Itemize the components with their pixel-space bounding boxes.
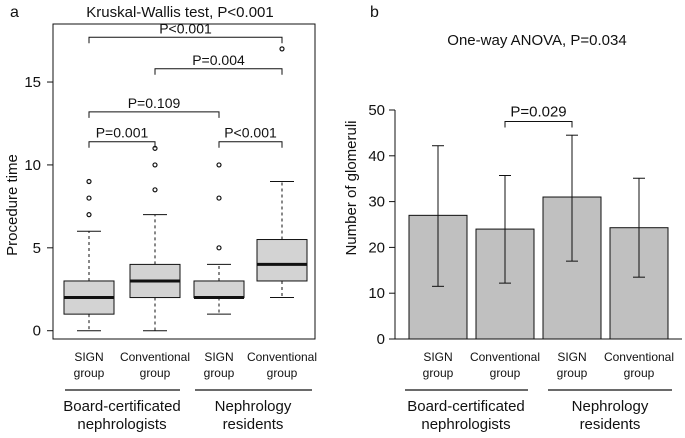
panel-a-title: Kruskal-Wallis test, P<0.001 (86, 4, 273, 21)
panel-b-group-label-residents-line1: Nephrology (572, 398, 649, 415)
panel-b-group-label-board-line2: nephrologists (421, 416, 510, 433)
box-0-outlier-0 (86, 212, 92, 218)
panel-b-comparison-label-0: P=0.029 (510, 103, 566, 120)
box-3-outlier-0 (279, 46, 285, 52)
panel-b-x-tick-labels: SIGN group Conventional group SIGN group Conve… (423, 350, 674, 380)
panel-a: a Kruskal-Wallis test, P<0.001 Procedure… (4, 4, 317, 433)
panel-b-group-label-residents-line2: residents (580, 416, 641, 433)
box-1-outlier-1 (152, 162, 158, 168)
panel-a-y-axis-label: Procedure time (4, 154, 21, 256)
panel-b-group-label-board-line1: Board-certificated (407, 398, 525, 415)
panel-a-x-tick-label-1-line1: Conventional (120, 350, 190, 364)
box-2-outlier-2 (216, 162, 222, 168)
panel-a-comparison-bracket-4 (88, 36, 283, 44)
panel-b-y-tick-label-2: 20 (368, 239, 385, 256)
panel-a-y-axis: 0 5 10 15 (24, 74, 53, 340)
panel-a-x-tick-label-0-line1: SIGN (74, 350, 103, 364)
panel-b-y-axis: 0 10 20 30 40 50 (368, 102, 396, 348)
panel-b-y-tick-label-3: 30 (368, 194, 385, 211)
box-2-outlier-0 (216, 245, 222, 251)
panel-a-x-tick-label-0-line2: group (74, 366, 105, 380)
panel-a-comparison-bracket-0 (88, 141, 156, 148)
panel-b-x-tick-label-1-line1: Conventional (470, 350, 540, 364)
panel-b-x-tick-label-3-line2: group (624, 366, 655, 380)
box-0-outlier-2 (86, 178, 92, 185)
panel-b-y-axis-label: Number of glomeruli (343, 120, 360, 255)
box-2-outlier-1 (216, 195, 222, 201)
panel-a-x-tick-label-2-line1: SIGN (204, 350, 233, 364)
panel-b-y-tick-label-4: 40 (368, 148, 385, 165)
panel-a-x-tick-label-3-line1: Conventional (247, 350, 317, 364)
panel-b-letter: b (370, 4, 379, 21)
box-2-iqr (193, 280, 245, 299)
box-0-outlier-1 (86, 195, 92, 201)
panel-a-x-tick-label-1-line2: group (140, 366, 171, 380)
panel-a-plot-frame (52, 23, 316, 340)
panel-a-comparison-bracket-1 (218, 141, 283, 148)
panel-b-x-tick-label-1-line2: group (490, 366, 521, 380)
box-1-outlier-0 (152, 187, 158, 193)
panel-a-comparison-label-0: P=0.001 (96, 125, 149, 141)
panel-b-title: One-way ANOVA, P=0.034 (447, 32, 626, 49)
panel-b-bars (408, 134, 669, 340)
panel-a-y-tick-label-3: 15 (24, 74, 41, 91)
panel-a-y-tick-label-0: 0 (33, 323, 41, 340)
panel-a-comparison-label-3: P=0.004 (192, 52, 245, 68)
panel-a-comparison-label-4: P<0.001 (159, 20, 212, 36)
box-1-outlier-2 (152, 145, 158, 151)
panel-b-comparison-bracket-0 (504, 120, 573, 128)
panel-a-boxes (63, 46, 308, 332)
panel-b-x-tick-label-2-line1: SIGN (557, 350, 586, 364)
panel-b-y-tick-label-5: 50 (368, 102, 385, 119)
panel-b-y-tick-label-0: 0 (377, 331, 385, 348)
panel-a-group-label-board-line2: nephrologists (77, 416, 166, 433)
panel-a-y-tick-label-1: 5 (33, 240, 41, 257)
panel-a-y-tick-label-2: 10 (24, 157, 41, 174)
panel-b-x-tick-label-0-line2: group (423, 366, 454, 380)
panel-a-comparison-bracket-2 (88, 111, 220, 118)
panel-b: b One-way ANOVA, P=0.034 Number of glome… (343, 4, 682, 433)
box-3-iqr (256, 239, 308, 282)
panel-b-x-tick-label-0-line1: SIGN (423, 350, 452, 364)
panel-a-x-tick-label-3-line2: group (267, 366, 298, 380)
panel-a-x-tick-labels: SIGN group Conventional group SIGN group Conve… (74, 350, 317, 380)
panel-b-comparisons: P=0.029 (504, 103, 573, 128)
panel-a-group-label-board-line1: Board-certificated (63, 398, 181, 415)
panel-a-x-tick-label-2-line2: group (204, 366, 235, 380)
panel-a-comparison-label-2: P=0.109 (128, 95, 181, 111)
panel-b-x-tick-label-2-line2: group (557, 366, 588, 380)
panel-a-comparison-label-1: P<0.001 (224, 125, 277, 141)
panel-a-comparison-bracket-3 (154, 68, 283, 75)
panel-b-x-tick-label-3-line1: Conventional (604, 350, 674, 364)
panel-a-letter: a (10, 4, 19, 21)
panel-a-group-label-residents-line1: Nephrology (215, 398, 292, 415)
panel-a-comparisons: P=0.001 P<0.001 P=0.109 P=0.004 P<0.001 (88, 20, 283, 148)
panel-a-group-label-residents-line2: residents (223, 416, 284, 433)
panel-b-y-tick-label-1: 10 (368, 285, 385, 302)
